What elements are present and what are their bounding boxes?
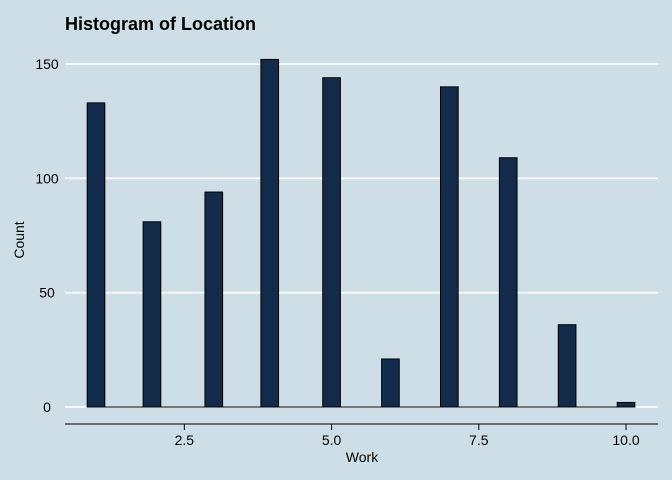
x-ticks: 2.5 5.0 7.5 10.0 [175, 424, 640, 448]
histogram-bar [440, 86, 459, 408]
x-tick-label: 7.5 [469, 432, 489, 448]
y-axis-title: Count [11, 221, 27, 258]
histogram-bar [616, 401, 636, 408]
histogram-bar [381, 358, 400, 408]
y-tick-label: 0 [43, 399, 51, 415]
y-tick-label: 150 [35, 56, 59, 72]
histogram-bar [557, 324, 577, 408]
bars [86, 58, 636, 408]
histogram-bar [498, 157, 518, 408]
histogram-bar [86, 102, 106, 408]
x-tick-label: 10.0 [612, 432, 639, 448]
y-tick-label: 50 [39, 285, 55, 301]
y-tick-label: 100 [35, 170, 59, 186]
histogram-bar [204, 191, 224, 408]
histogram-bar [260, 58, 280, 408]
y-ticks: 0 50 100 150 [35, 56, 59, 415]
x-axis-title: Work [346, 449, 379, 465]
x-tick-label: 2.5 [175, 432, 195, 448]
chart-title: Histogram of Location [65, 14, 256, 34]
x-tick-label: 5.0 [322, 432, 342, 448]
histogram-bar [142, 221, 162, 408]
histogram-bar [322, 77, 341, 408]
